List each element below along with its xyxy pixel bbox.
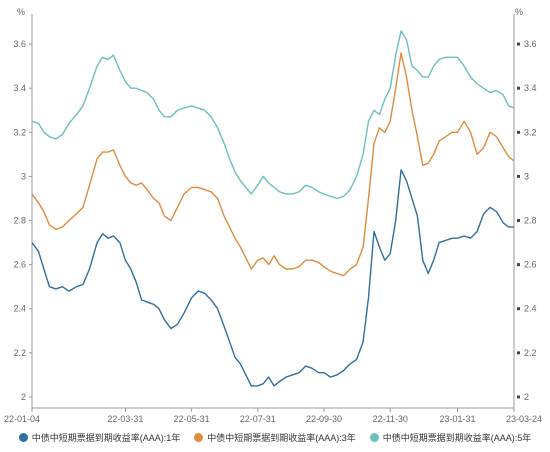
- right-y-tick-label: 2.8: [524, 216, 537, 226]
- legend-label: 中债中短期票据到期收益率(AAA):3年: [207, 432, 356, 443]
- x-tick-label: 22-01-04: [4, 414, 40, 424]
- right-unit-label: %: [515, 7, 523, 17]
- legend-item-1[interactable]: 中债中短期票据到期收益率(AAA):1年: [18, 431, 181, 444]
- x-tick-label: 22-03-31: [107, 414, 143, 424]
- x-tick-label: 22-09-30: [306, 414, 342, 424]
- x-tick-label: 23-03-24: [506, 414, 542, 424]
- right-y-tick-label: 3.4: [524, 83, 537, 93]
- series-lines: [31, 30, 515, 387]
- right-y-tick-marker: [517, 219, 520, 223]
- legend-marker: [194, 432, 204, 442]
- right-y-tick-label: 2.2: [524, 348, 537, 358]
- x-axis-ticks: 22-01-04 22-03-31 22-05-31 22-07-31 22-09-30…: [4, 408, 542, 424]
- right-y-tick-marker: [517, 174, 520, 178]
- right-y-tick-marker: [517, 263, 520, 267]
- left-y-tick-label: 3.6: [13, 39, 26, 49]
- right-y-tick-label: 2: [524, 392, 529, 402]
- x-tick-label: 22-07-31: [240, 414, 276, 424]
- series-line-1: [31, 169, 514, 387]
- right-y-tick-label: 3.2: [524, 127, 537, 137]
- legend-marker: [369, 432, 379, 442]
- right-y-tick-marker: [517, 307, 520, 311]
- left-y-tick-label: 3: [21, 171, 26, 181]
- series-line-2: [31, 52, 515, 277]
- left-y-tick-label: 2.6: [13, 260, 26, 270]
- left-y-tick-label: 2.2: [13, 348, 26, 358]
- right-y-tick-label: 3: [524, 171, 529, 181]
- right-y-axis-ticks: 2 2.2 2.4 2.6 2.8 3 3.2 3.4 3.6: [517, 39, 537, 402]
- legend-label: 中债中短期票据到期收益率(AAA):1年: [31, 432, 181, 443]
- right-y-tick-marker: [517, 130, 520, 134]
- right-y-tick-marker: [517, 42, 520, 46]
- left-y-tick-label: 3.2: [13, 127, 26, 137]
- left-y-tick-label: 3.4: [13, 83, 26, 93]
- x-tick-label: 23-01-31: [440, 414, 476, 424]
- left-y-axis-ticks: 2 2.2 2.4 2.6 2.8 3 3.2 3.4 3.6: [13, 39, 32, 402]
- left-unit-label: %: [17, 7, 25, 17]
- legend-label: 中债中短期票据到期收益率(AAA):5年: [382, 432, 532, 443]
- left-y-tick-label: 2.8: [13, 216, 26, 226]
- legend: 中债中短期票据到期收益率(AAA):1年 中债中短期票据到期收益率(AAA):3年…: [0, 428, 550, 446]
- x-tick-label: 22-11-30: [373, 414, 408, 424]
- axes: [31, 14, 515, 409]
- right-y-tick-marker: [517, 86, 520, 90]
- right-y-tick-label: 2.6: [524, 260, 537, 270]
- legend-marker: [18, 432, 28, 442]
- right-y-tick-label: 3.6: [524, 39, 537, 49]
- right-y-tick-marker: [517, 395, 520, 399]
- right-y-tick-label: 2.4: [524, 304, 537, 314]
- left-y-tick-label: 2: [21, 392, 26, 402]
- legend-item-2[interactable]: 中债中短期票据到期收益率(AAA):3年: [194, 431, 356, 444]
- series-line-3: [31, 30, 515, 200]
- left-y-tick-label: 2.4: [13, 304, 26, 314]
- x-tick-label: 22-05-31: [174, 414, 210, 424]
- right-y-tick-marker: [517, 351, 520, 355]
- legend-item-3[interactable]: 中债中短期票据到期收益率(AAA):5年: [369, 431, 532, 444]
